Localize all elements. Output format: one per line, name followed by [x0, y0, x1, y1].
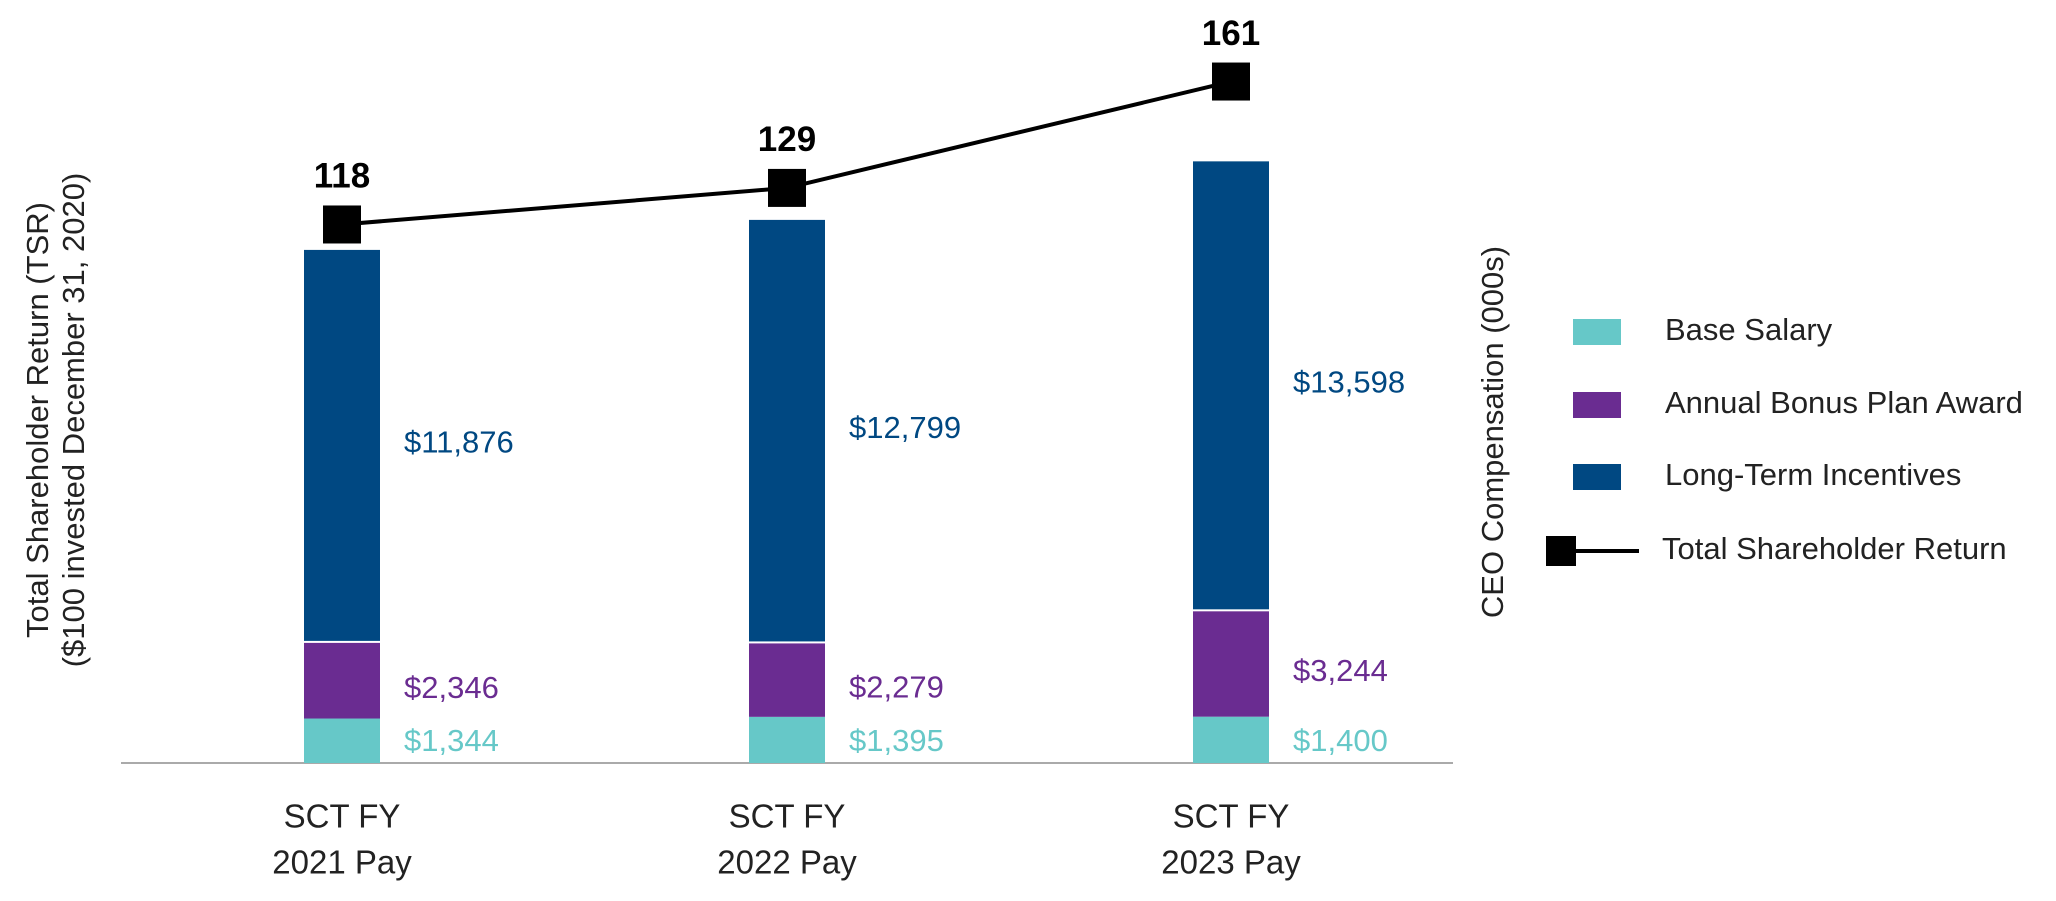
- bar-segment: [749, 643, 825, 717]
- bar-segment: [1193, 716, 1269, 763]
- legend-swatch: [1573, 319, 1621, 345]
- value-label: $13,598: [1293, 365, 1405, 400]
- bar-segment: [304, 718, 380, 763]
- line-marker: [1212, 62, 1250, 101]
- bar-segment: [304, 249, 380, 641]
- value-label: $1,395: [849, 723, 944, 758]
- y-axis-title: CEO Compensation (000s): [1475, 246, 1510, 618]
- legend-swatch: [1573, 464, 1621, 490]
- x-tick-label: 2022 Pay: [717, 844, 857, 881]
- bar-segment: [304, 642, 380, 719]
- legend-label: Annual Bonus Plan Award: [1665, 385, 2023, 420]
- value-label: $2,279: [849, 669, 944, 704]
- value-label: $1,400: [1293, 723, 1388, 758]
- legend-swatch: [1573, 392, 1621, 418]
- value-label: $3,244: [1293, 653, 1388, 688]
- x-tick-label: 2021 Pay: [272, 844, 412, 881]
- bar-segment: [749, 716, 825, 763]
- legend-marker: [1546, 536, 1576, 566]
- legend-label: Base Salary: [1665, 312, 1833, 347]
- y2-axis-title: ($100 invested December 31, 2020): [56, 173, 91, 668]
- x-tick-label: SCT FY: [284, 798, 401, 835]
- y2-axis-title: Total Shareholder Return (TSR): [20, 202, 55, 638]
- x-tick-label: SCT FY: [729, 798, 846, 835]
- value-label: $2,346: [404, 670, 499, 705]
- value-label: $12,799: [849, 410, 961, 445]
- x-tick-label: SCT FY: [1173, 798, 1290, 835]
- x-tick-label: 2023 Pay: [1161, 844, 1301, 881]
- value-label: 129: [758, 120, 816, 159]
- value-label: $1,344: [404, 723, 499, 758]
- line-marker: [768, 168, 806, 207]
- bar-segment: [1193, 161, 1269, 610]
- line-marker: [323, 205, 361, 244]
- value-label: 118: [314, 157, 370, 196]
- legend-label: Long-Term Incentives: [1665, 457, 1961, 492]
- bar-segment: [1193, 611, 1269, 717]
- value-label: 161: [1202, 14, 1260, 53]
- legend-label: Total Shareholder Return: [1662, 531, 2007, 566]
- value-label: $11,876: [404, 425, 514, 460]
- bar-segment: [749, 219, 825, 642]
